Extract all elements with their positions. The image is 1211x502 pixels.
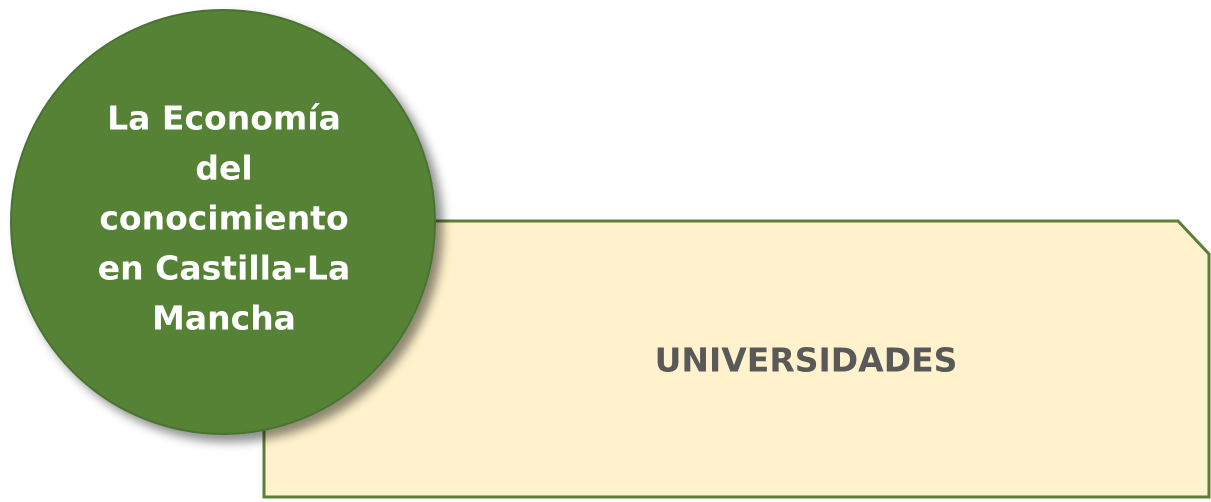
circle-text: La Economía del conocimiento en Castilla-La…: [98, 99, 350, 338]
circle-text-line: Mancha: [152, 299, 296, 338]
circle-text-line: conocimiento: [99, 199, 348, 238]
circle-text-line: del: [195, 149, 252, 188]
circle-text-line: en Castilla-La: [98, 249, 350, 288]
circle-text-line: La Economía: [107, 99, 341, 138]
label-box: [262, 219, 1211, 499]
box-label: UNIVERSIDADES: [655, 341, 958, 380]
title-circle: [10, 9, 436, 435]
